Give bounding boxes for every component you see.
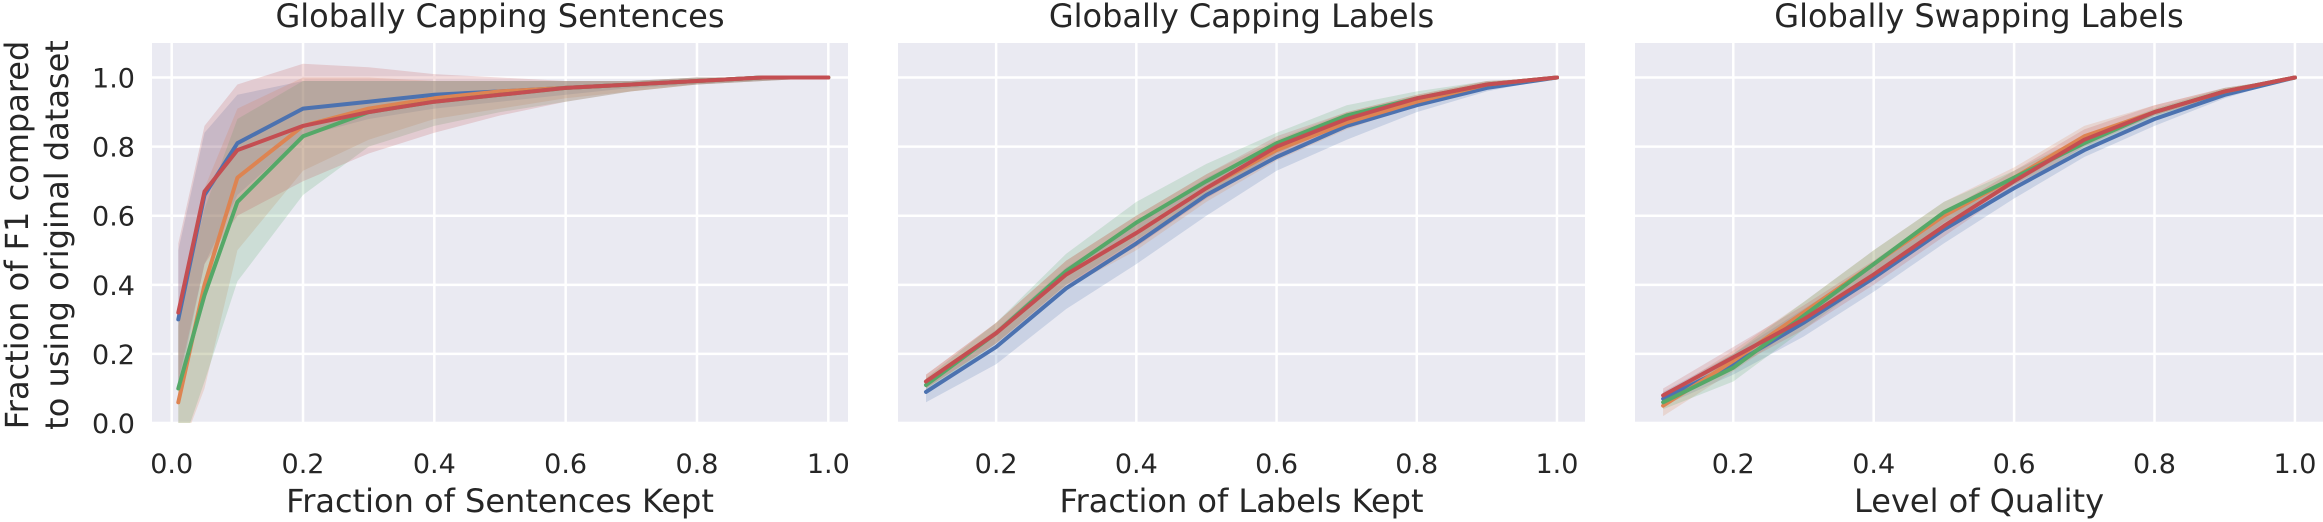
x-axis-label: Fraction of Labels Kept	[1059, 482, 1423, 520]
y-tick-label: 0.0	[92, 409, 135, 440]
x-axis-label: Level of Quality	[1854, 482, 2104, 520]
x-tick-label: 0.8	[1395, 449, 1438, 480]
y-tick-label: 0.4	[92, 271, 135, 302]
x-tick-label: 0.0	[150, 449, 193, 480]
y-axis-label: Fraction of F1 compared to using origina…	[0, 40, 76, 430]
y-tick-label: 1.0	[92, 64, 135, 95]
y-tick-label: 0.8	[92, 133, 135, 164]
x-tick-label: 0.4	[1852, 449, 1895, 480]
panel-globally-capping-labels: 0.2 0.4 0.6 0.8 1.0 Globally Capping Labels Fr…	[898, 0, 1585, 520]
chart-title: Globally Capping Labels	[1049, 0, 1434, 35]
plot-area	[1635, 43, 2323, 423]
series-layer	[176, 63, 831, 423]
plot-area	[898, 43, 1585, 423]
confidence-band-2	[178, 77, 829, 423]
x-tick-label: 0.8	[676, 449, 719, 480]
x-tick-label: 0.2	[1712, 449, 1755, 480]
series-layer	[1661, 75, 2297, 417]
x-tick-label: 0.6	[1993, 449, 2036, 480]
y-axis-label-line-1: Fraction of F1 compared	[0, 41, 36, 430]
x-tick-label: 1.0	[807, 449, 850, 480]
panel-globally-capping-sentences: 0.0 0.2 0.4 0.6 0.8 1.0 0.0 0.2 0.4 0.6 0.8 1.0 Glob…	[92, 0, 850, 520]
series-line-3	[176, 75, 831, 315]
plot-area	[152, 43, 848, 423]
confidence-band-1	[178, 77, 829, 423]
confidence-band-3	[178, 63, 829, 382]
x-tick-label: 0.2	[975, 449, 1018, 480]
confidence-band-2	[1663, 77, 2295, 410]
x-tick-label: 0.8	[2133, 449, 2176, 480]
y-axis-label-line-2: to using original dataset	[38, 40, 76, 430]
x-tick-label: 1.0	[1535, 449, 1578, 480]
x-tick-label: 0.6	[1255, 449, 1298, 480]
chart-title: Globally Swapping Labels	[1774, 0, 2183, 35]
x-tick-label: 0.4	[413, 449, 456, 480]
x-axis-label: Fraction of Sentences Kept	[286, 482, 714, 520]
y-tick-label: 0.2	[92, 340, 135, 371]
panel-globally-swapping-labels: 0.2 0.4 0.6 0.8 1.0 Globally Swapping Labels L…	[1635, 0, 2323, 520]
series-line-0	[924, 75, 1559, 394]
series-line-3	[924, 75, 1559, 384]
series-layer	[924, 75, 1559, 403]
x-tick-label: 0.4	[1115, 449, 1158, 480]
x-tick-label: 0.6	[544, 449, 587, 480]
confidence-band-0	[1663, 77, 2295, 406]
series-line-3	[1661, 75, 2297, 398]
y-tick-label: 0.6	[92, 202, 135, 233]
confidence-band-0	[178, 77, 829, 389]
chart-title: Globally Capping Sentences	[275, 0, 724, 35]
x-tick-label: 1.0	[2273, 449, 2316, 480]
x-tick-label: 0.2	[282, 449, 325, 480]
